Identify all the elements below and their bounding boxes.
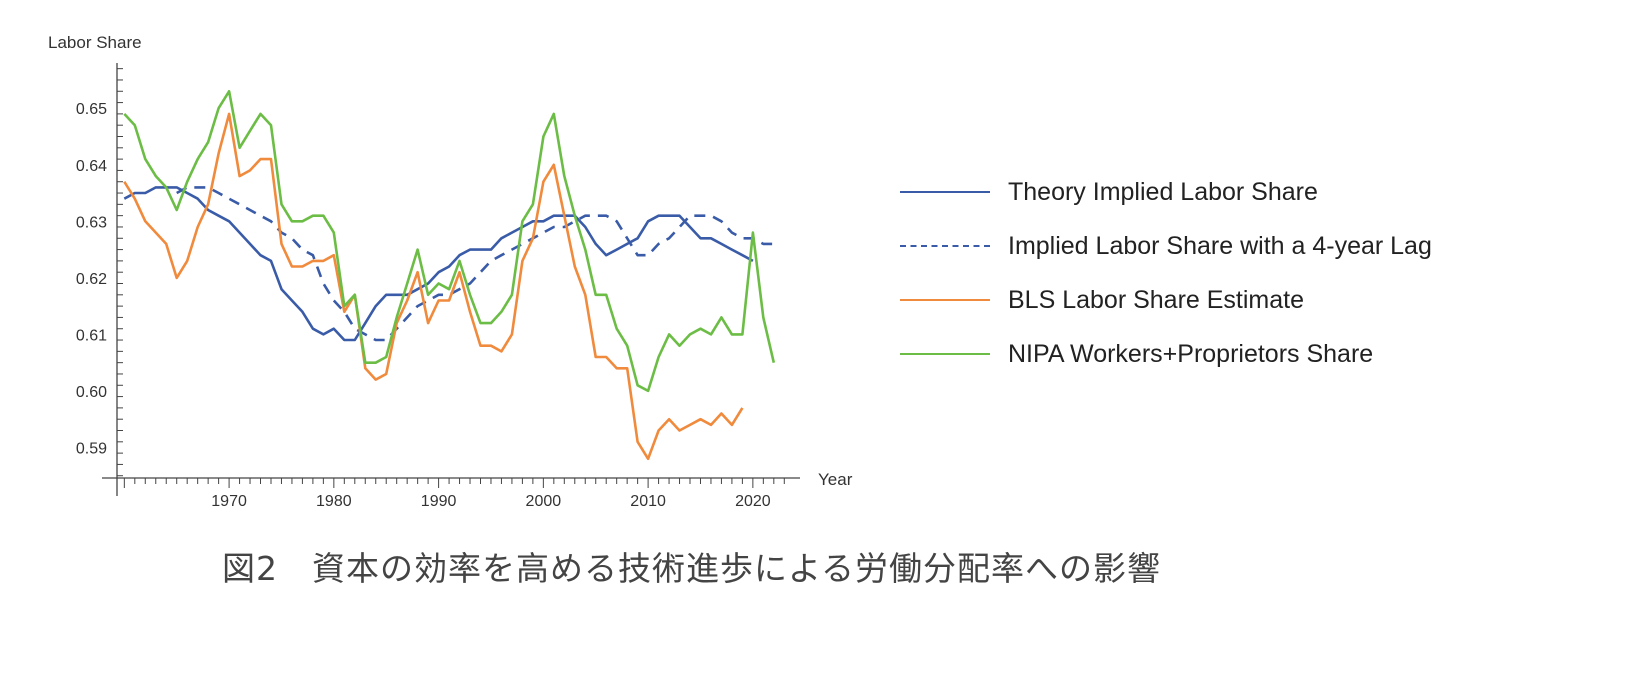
x-tick-label: 1970 [211, 493, 247, 510]
legend-swatch [900, 191, 990, 193]
x-tick-label: 1980 [316, 493, 352, 510]
x-tick-label: 1990 [421, 493, 457, 510]
x-axis-title: Year [818, 470, 853, 489]
x-tick-label: 2010 [630, 493, 666, 510]
y-axis-title: Labor Share [48, 33, 142, 52]
legend-swatch [900, 353, 990, 355]
legend-label: Implied Labor Share with a 4-year Lag [1008, 231, 1432, 260]
y-tick-label: 0.63 [76, 214, 107, 231]
x-tick-label: 2000 [526, 493, 562, 510]
legend-label: Theory Implied Labor Share [1008, 177, 1318, 206]
y-tick-label: 0.64 [76, 158, 107, 175]
legend-swatch [900, 299, 990, 301]
legend: Theory Implied Labor Share Implied Labor… [900, 165, 1432, 381]
x-tick-label: 2020 [735, 493, 771, 510]
legend-label: BLS Labor Share Estimate [1008, 285, 1304, 314]
series-lines [123, 90, 776, 461]
legend-label: NIPA Workers+Proprietors Share [1008, 339, 1374, 368]
y-tick-label: 0.65 [76, 101, 107, 118]
legend-item-nipa: NIPA Workers+Proprietors Share [900, 327, 1432, 381]
y-tick-label: 0.62 [76, 271, 107, 288]
lagged-implied-line [176, 186, 774, 342]
legend-swatch [900, 245, 990, 247]
bls-line [123, 112, 744, 461]
legend-item-lag: Implied Labor Share with a 4-year Lag [900, 219, 1432, 273]
y-tick-label: 0.61 [76, 327, 107, 344]
legend-item-theory: Theory Implied Labor Share [900, 165, 1432, 219]
legend-item-bls: BLS Labor Share Estimate [900, 273, 1432, 327]
y-tick-label: 0.60 [76, 384, 107, 401]
theory-implied-line [123, 186, 754, 342]
figure-caption: 図2 資本の効率を高める技術進歩による労働分配率への影響 [222, 549, 1162, 588]
axes: 1970 1980 1990 2000 2010 2020 0.59 0.60 0.61 0.62… [76, 63, 800, 510]
nipa-line [123, 90, 776, 393]
y-tick-label: 0.59 [76, 440, 107, 457]
